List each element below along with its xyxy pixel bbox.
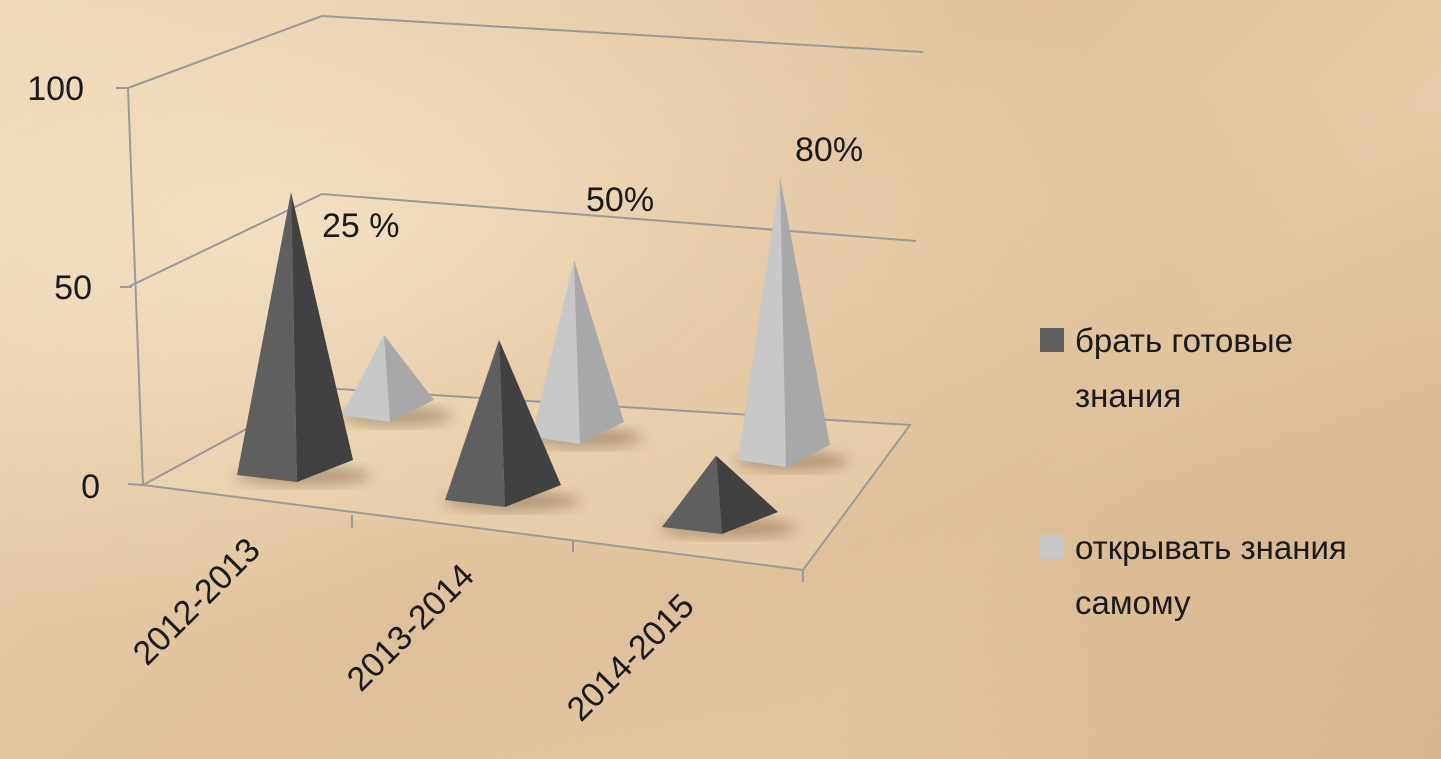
legend-label-series-2-line-2: самому xyxy=(1075,584,1191,621)
legend-swatch-series-1 xyxy=(1040,328,1064,352)
pyramid-2013-2014-series-2-front-face xyxy=(532,260,580,444)
category-label-2012-2013: 2012-2013 xyxy=(126,531,268,673)
legend-label-series-1-line-2: знания xyxy=(1075,377,1181,414)
data-label-2013-2014: 50% xyxy=(586,181,654,219)
y-tick-label-0: 0 xyxy=(81,468,100,506)
y-axis-labels: 100 50 0 xyxy=(27,70,100,506)
legend-label-series-2-line-1: открывать знания xyxy=(1075,529,1347,566)
pyramid-2013-2014-series-2-side-face xyxy=(574,260,624,444)
pyramid-2014-2015-series-1-front-face xyxy=(662,455,722,534)
y-tick-label-50: 50 xyxy=(54,269,92,307)
pyramid-2014-2015-series-1-side-face xyxy=(716,455,778,534)
pyramid-2012-2013-series-1-front-face xyxy=(237,192,297,483)
y-axis-tick-0 xyxy=(127,483,144,486)
data-label-2012-2013: 25 % xyxy=(322,207,400,245)
pyramid-2012-2013-series-2-front-face xyxy=(342,335,390,422)
category-label-2013-2014: 2013-2014 xyxy=(340,557,482,699)
back-wall-top-line xyxy=(127,14,924,89)
x-axis-labels: 2012-2013 2013-2014 2014-2015 xyxy=(126,531,702,729)
pyramid-2012-2013-series-1-side-face xyxy=(291,192,353,483)
pyramid-2013-2014-series-1-side-face xyxy=(499,339,561,507)
data-labels: 25 % 50% 80% xyxy=(322,131,863,245)
data-label-2014-2015: 80% xyxy=(795,131,863,169)
pyramid-marks xyxy=(235,177,848,538)
pyramid-2014-2015-series-2-front-face xyxy=(738,177,786,467)
left-wall-back-edge xyxy=(127,87,144,486)
pyramid-2012-2013-series-2-side-face xyxy=(384,335,434,422)
gridline-50 xyxy=(127,192,917,288)
pyramid-2014-2015-series-2-side-face xyxy=(780,177,830,467)
pyramid-2013-2014-series-1-front-face xyxy=(445,339,505,507)
legend-label-series-1-line-1: брать готовые xyxy=(1075,322,1293,359)
legend-swatch-series-2 xyxy=(1040,535,1064,559)
legend: брать готовые знания открывать знания са… xyxy=(1040,322,1347,621)
y-tick-label-100: 100 xyxy=(27,70,84,108)
category-label-2014-2015: 2014-2015 xyxy=(560,587,702,729)
